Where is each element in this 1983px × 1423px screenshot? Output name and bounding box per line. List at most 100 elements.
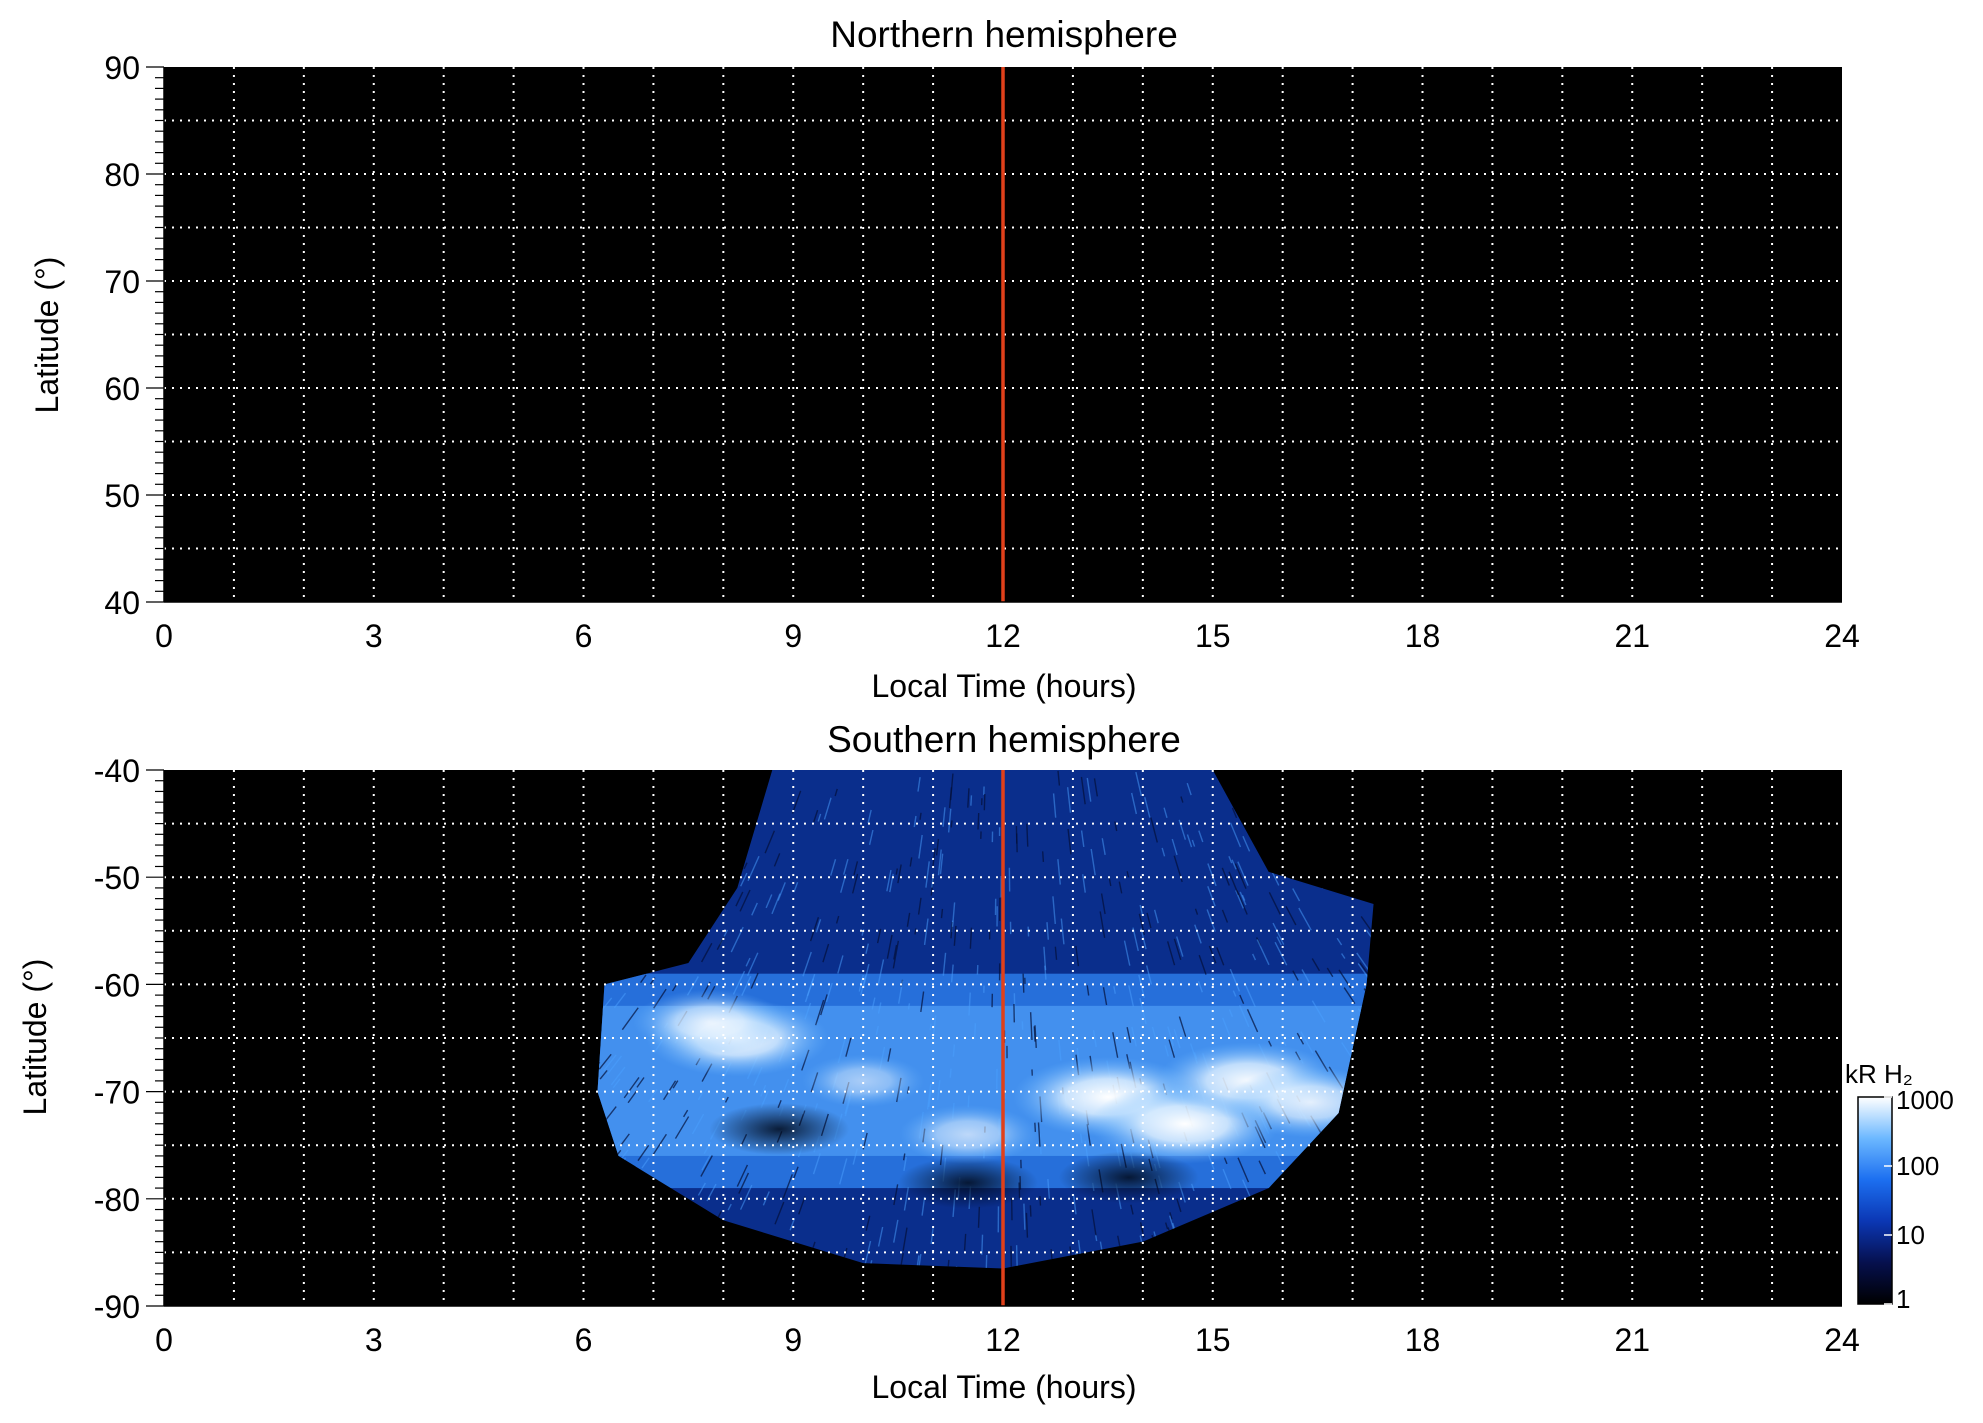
emission-streak bbox=[1022, 973, 1025, 993]
emission-streak bbox=[732, 970, 746, 995]
emission-streak bbox=[1292, 970, 1299, 981]
emission-streak bbox=[1066, 787, 1072, 813]
emission-streak bbox=[1231, 807, 1238, 819]
emission-streak bbox=[1086, 777, 1092, 802]
emission-streak bbox=[1091, 1209, 1097, 1236]
emission-streak bbox=[760, 1084, 767, 1097]
emission-streak bbox=[983, 793, 986, 811]
emission-streak bbox=[914, 928, 917, 935]
emission-streak bbox=[1228, 855, 1233, 864]
emission-streak bbox=[672, 1080, 679, 1089]
emission-streak bbox=[877, 1226, 884, 1247]
emission-streak bbox=[1164, 1222, 1169, 1230]
emission-streak bbox=[902, 1227, 908, 1251]
x-tick-label: 3 bbox=[365, 618, 383, 654]
x-tick-label: 15 bbox=[1195, 1322, 1231, 1358]
emission-streak bbox=[1046, 922, 1050, 940]
x-tick-label: 12 bbox=[985, 1322, 1021, 1358]
emission-streak bbox=[697, 1182, 706, 1196]
emission-streak bbox=[636, 1077, 645, 1088]
emission-streak bbox=[809, 917, 820, 942]
emission-streak bbox=[985, 1254, 988, 1269]
emission-streak bbox=[1238, 1004, 1250, 1028]
emission-streak bbox=[1126, 871, 1130, 878]
emission-streak bbox=[1060, 918, 1065, 945]
emission-streak bbox=[1034, 1025, 1037, 1048]
emission-streak bbox=[1292, 888, 1301, 902]
emission-streak bbox=[1252, 953, 1257, 961]
emission-streak bbox=[1246, 1008, 1259, 1033]
emission-streak bbox=[937, 849, 942, 876]
emission-streak bbox=[1207, 885, 1216, 907]
emission-streak bbox=[621, 1007, 639, 1031]
emission-streak bbox=[641, 1157, 650, 1169]
emission-streak bbox=[817, 813, 822, 822]
emission-streak bbox=[929, 1023, 932, 1031]
emission-streak bbox=[1023, 1203, 1026, 1230]
emission-streak bbox=[682, 1109, 689, 1118]
emission-streak bbox=[1336, 937, 1343, 946]
emission-streak bbox=[739, 1184, 753, 1210]
emission-streak bbox=[902, 1153, 906, 1161]
emission-streak bbox=[1311, 1000, 1326, 1023]
emission-streak bbox=[1231, 859, 1237, 870]
emission-streak bbox=[935, 838, 940, 856]
emission-streak bbox=[913, 815, 917, 828]
emission-streak bbox=[700, 1155, 713, 1177]
emission-streak bbox=[1191, 839, 1196, 847]
emission-streak bbox=[837, 955, 844, 974]
emission-streak bbox=[1360, 916, 1374, 940]
emission-streak bbox=[782, 1174, 793, 1199]
emission-streak bbox=[1086, 985, 1090, 996]
emission-streak bbox=[662, 1080, 677, 1101]
emission-streak bbox=[1033, 1026, 1036, 1042]
emission-streak bbox=[932, 848, 936, 867]
emission-streak bbox=[1300, 1031, 1314, 1054]
emission-streak bbox=[925, 861, 930, 888]
emission-streak bbox=[813, 809, 819, 823]
emission-streak bbox=[1139, 1235, 1143, 1243]
emission-streak bbox=[773, 853, 781, 867]
emission-streak bbox=[1239, 891, 1247, 906]
emission-streak bbox=[1080, 776, 1086, 805]
emission-streak bbox=[640, 974, 647, 984]
emission-streak bbox=[1108, 876, 1112, 887]
emission-streak bbox=[876, 928, 882, 944]
emission-streak bbox=[893, 944, 898, 960]
x-tick-label: 6 bbox=[575, 618, 593, 654]
south-y-axis: -40 -50 -60 -70 -80 -90 bbox=[94, 753, 165, 1325]
colorbar-tick-label: 10 bbox=[1896, 1220, 1925, 1250]
emission-streak bbox=[1113, 986, 1116, 994]
emission-streak bbox=[739, 889, 751, 912]
emission-streak bbox=[1239, 994, 1245, 1005]
emission-streak bbox=[598, 1053, 612, 1070]
emission-streak bbox=[949, 1068, 952, 1078]
emission-streak bbox=[897, 980, 904, 1004]
emission-streak bbox=[1274, 941, 1288, 966]
emission-streak bbox=[1161, 847, 1166, 857]
emission-streak bbox=[868, 829, 874, 845]
emission-streak bbox=[1090, 848, 1096, 876]
colorbar-label: kR H₂ bbox=[1845, 1059, 1913, 1089]
emission-streak bbox=[1176, 936, 1184, 957]
emission-streak bbox=[875, 1025, 879, 1036]
emission-streak bbox=[1114, 821, 1118, 832]
emission-streak bbox=[765, 894, 773, 909]
emission-streak bbox=[1052, 793, 1057, 818]
x-tick-label: 24 bbox=[1824, 618, 1860, 654]
x-tick-label: 24 bbox=[1824, 1322, 1860, 1358]
emission-streak bbox=[1221, 867, 1230, 886]
emission-streak bbox=[1144, 796, 1151, 818]
emission-streak bbox=[1112, 1032, 1119, 1058]
emission-streak bbox=[1228, 871, 1240, 896]
emission-streak bbox=[981, 1234, 984, 1255]
south-y-label: Latitude (°) bbox=[17, 959, 53, 1116]
emission-streak bbox=[928, 1089, 932, 1108]
emission-streak bbox=[1138, 974, 1145, 998]
emission-streak bbox=[1126, 1027, 1132, 1043]
emission-streak bbox=[1037, 1122, 1041, 1147]
emission-streak bbox=[1281, 1037, 1287, 1047]
dark-lane bbox=[709, 1103, 850, 1156]
emission-streak bbox=[851, 873, 859, 894]
